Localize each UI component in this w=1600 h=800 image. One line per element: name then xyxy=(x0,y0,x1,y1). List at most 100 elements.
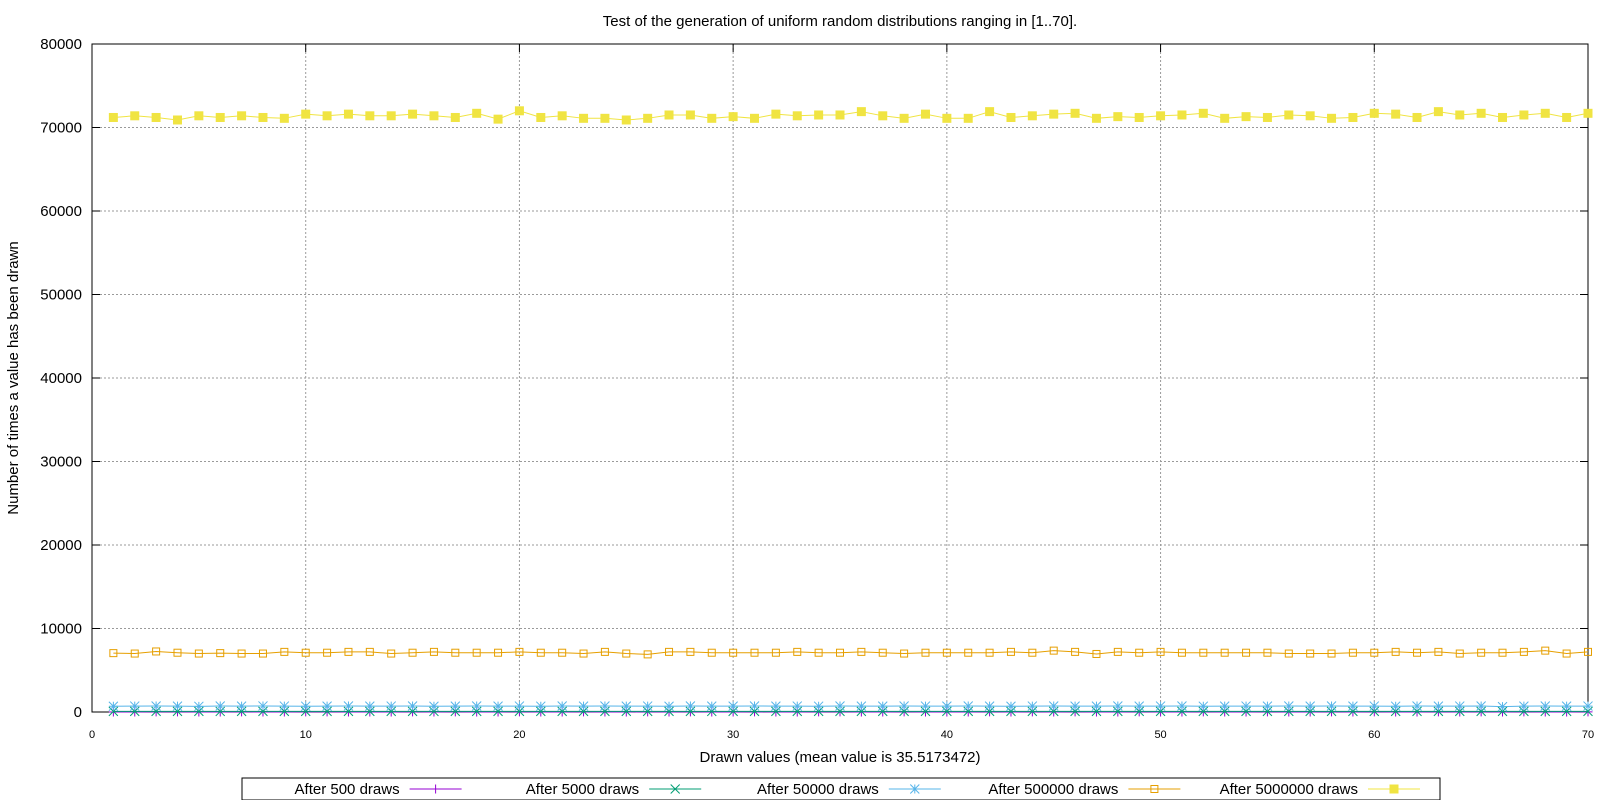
data-point xyxy=(728,701,738,711)
data-point xyxy=(130,649,139,658)
data-point xyxy=(1433,706,1444,717)
data-point xyxy=(1326,701,1337,711)
data-point xyxy=(985,107,995,117)
y-axis-label: Number of times a value has been drawn xyxy=(5,241,22,514)
data-point xyxy=(1262,112,1272,122)
series-5 xyxy=(108,106,1593,125)
data-point xyxy=(1562,649,1571,658)
data-point xyxy=(1048,701,1059,711)
data-point xyxy=(536,112,546,122)
data-point xyxy=(1540,108,1550,118)
data-point xyxy=(1498,112,1508,122)
data-point xyxy=(706,706,717,717)
data-point xyxy=(857,647,866,656)
data-point xyxy=(856,107,866,117)
data-point xyxy=(622,649,631,658)
data-point xyxy=(280,647,289,656)
data-point xyxy=(1283,701,1294,711)
data-point xyxy=(1305,111,1315,121)
data-point xyxy=(1198,701,1209,712)
data-point xyxy=(429,111,439,121)
data-point xyxy=(322,701,332,711)
data-point xyxy=(771,109,781,119)
data-point xyxy=(1327,113,1337,123)
data-point xyxy=(814,648,823,657)
x-tick-label: 50 xyxy=(1154,729,1166,741)
data-point xyxy=(493,701,503,712)
data-point xyxy=(536,648,545,657)
data-point xyxy=(1049,109,1059,119)
data-point xyxy=(813,706,824,717)
legend-label: After 500000 draws xyxy=(988,781,1118,798)
data-point xyxy=(1134,701,1145,712)
data-point xyxy=(579,113,589,123)
y-tick-label: 0 xyxy=(74,704,82,721)
data-point xyxy=(942,706,952,717)
data-point xyxy=(707,648,716,657)
data-point xyxy=(836,648,844,657)
legend-marker xyxy=(1150,785,1159,793)
data-point xyxy=(1541,646,1550,655)
data-point xyxy=(793,647,802,656)
y-tick-label: 60000 xyxy=(40,203,82,220)
data-point xyxy=(877,701,888,711)
data-point xyxy=(1071,647,1080,656)
data-point xyxy=(1412,112,1422,122)
data-point xyxy=(386,701,397,711)
data-point xyxy=(771,701,781,712)
y-tick-label: 70000 xyxy=(40,120,82,137)
data-point xyxy=(108,112,118,122)
data-point xyxy=(194,649,203,658)
data-point xyxy=(1263,648,1272,657)
data-point xyxy=(1497,701,1508,712)
data-point xyxy=(900,649,909,658)
data-point xyxy=(194,111,204,121)
data-point xyxy=(1519,647,1528,656)
data-point xyxy=(301,648,310,657)
data-point xyxy=(1412,701,1422,711)
x-tick-label: 10 xyxy=(300,729,312,741)
data-point xyxy=(1561,706,1572,717)
data-point xyxy=(173,648,182,657)
data-point xyxy=(1519,706,1529,717)
data-point xyxy=(771,648,780,657)
data-point xyxy=(429,701,439,712)
data-point xyxy=(963,701,974,711)
grid xyxy=(92,44,1588,712)
data-point xyxy=(429,706,439,717)
data-point xyxy=(942,701,952,712)
data-point xyxy=(450,706,461,717)
data-point xyxy=(1390,701,1401,712)
data-point xyxy=(130,111,140,121)
data-point xyxy=(1220,113,1230,123)
data-point xyxy=(984,701,995,711)
data-point xyxy=(1177,701,1187,711)
data-point xyxy=(365,111,375,121)
data-point xyxy=(1305,701,1316,711)
data-point xyxy=(343,701,354,711)
legend-marker xyxy=(1389,784,1399,794)
data-point xyxy=(408,648,417,657)
data-point xyxy=(472,648,481,657)
series-4 xyxy=(109,646,1592,659)
data-point xyxy=(151,701,161,711)
data-point xyxy=(152,647,161,656)
y-tick-label: 40000 xyxy=(40,370,82,387)
data-point xyxy=(194,706,204,717)
data-point xyxy=(1369,701,1380,711)
x-tick-label: 60 xyxy=(1368,729,1380,741)
data-point xyxy=(1262,706,1273,717)
series-2 xyxy=(108,706,1593,717)
data-point xyxy=(322,111,332,121)
data-point xyxy=(1306,649,1315,658)
data-point xyxy=(451,648,460,657)
data-point xyxy=(1027,111,1037,121)
data-point xyxy=(600,113,610,123)
data-point xyxy=(878,111,888,121)
data-point xyxy=(1262,701,1273,712)
x-tick-label: 40 xyxy=(941,729,953,741)
data-point xyxy=(535,701,546,712)
x-tick-label: 30 xyxy=(727,729,739,741)
data-point xyxy=(279,701,290,711)
